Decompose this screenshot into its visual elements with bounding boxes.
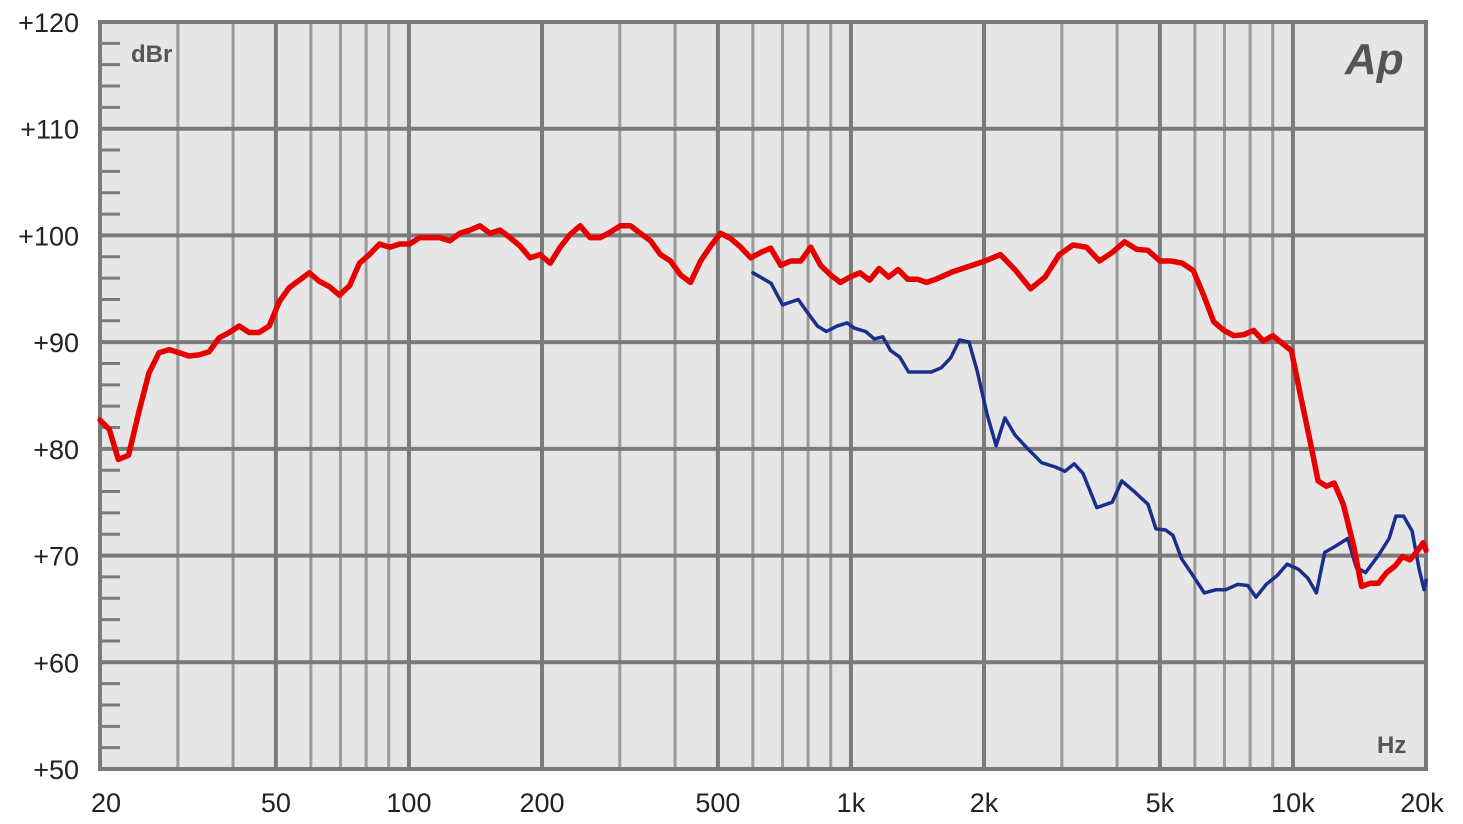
- x-tick-label: 1k: [837, 788, 866, 818]
- x-tick-label: 2k: [970, 788, 999, 818]
- x-axis-unit-label: Hz: [1377, 732, 1406, 759]
- major-grid-lines: [98, 20, 1428, 771]
- y-minor-ticks: [100, 41, 120, 750]
- x-tick-label: 5k: [1146, 788, 1175, 818]
- series-layer: [97, 223, 1429, 599]
- plot-frame: [98, 20, 1428, 771]
- y-tick-label: +110: [20, 115, 79, 145]
- y-tick-label: +50: [33, 755, 79, 785]
- x-tick-label: 100: [386, 788, 431, 818]
- x-tick-label: 20: [91, 788, 121, 818]
- y-tick-label: +80: [33, 435, 79, 465]
- x-tick-label: 50: [261, 788, 291, 818]
- x-tick-label: 500: [695, 788, 740, 818]
- y-tick-label: +120: [18, 8, 79, 38]
- ap-logo: Ap: [1344, 35, 1404, 84]
- x-tick-labels: 20 50 100 200 500 1k 2k 5k 10k 20k: [91, 788, 1444, 818]
- plot-area-background: [100, 22, 1426, 769]
- series-line-red: [97, 223, 1429, 590]
- y-axis-unit-label: dBr: [131, 41, 172, 68]
- x-tick-label: 200: [519, 788, 564, 818]
- x-tick-label: 20k: [1400, 788, 1444, 818]
- y-tick-label: +90: [33, 328, 79, 358]
- x-tick-label: 10k: [1271, 788, 1315, 818]
- y-tick-labels: +120 +110 +100 +90 +80 +70 +60 +50: [18, 8, 79, 785]
- y-tick-label: +100: [18, 221, 79, 251]
- series-line-blue: [751, 271, 1428, 599]
- y-tick-label: +60: [33, 648, 79, 678]
- y-tick-label: +70: [33, 542, 79, 572]
